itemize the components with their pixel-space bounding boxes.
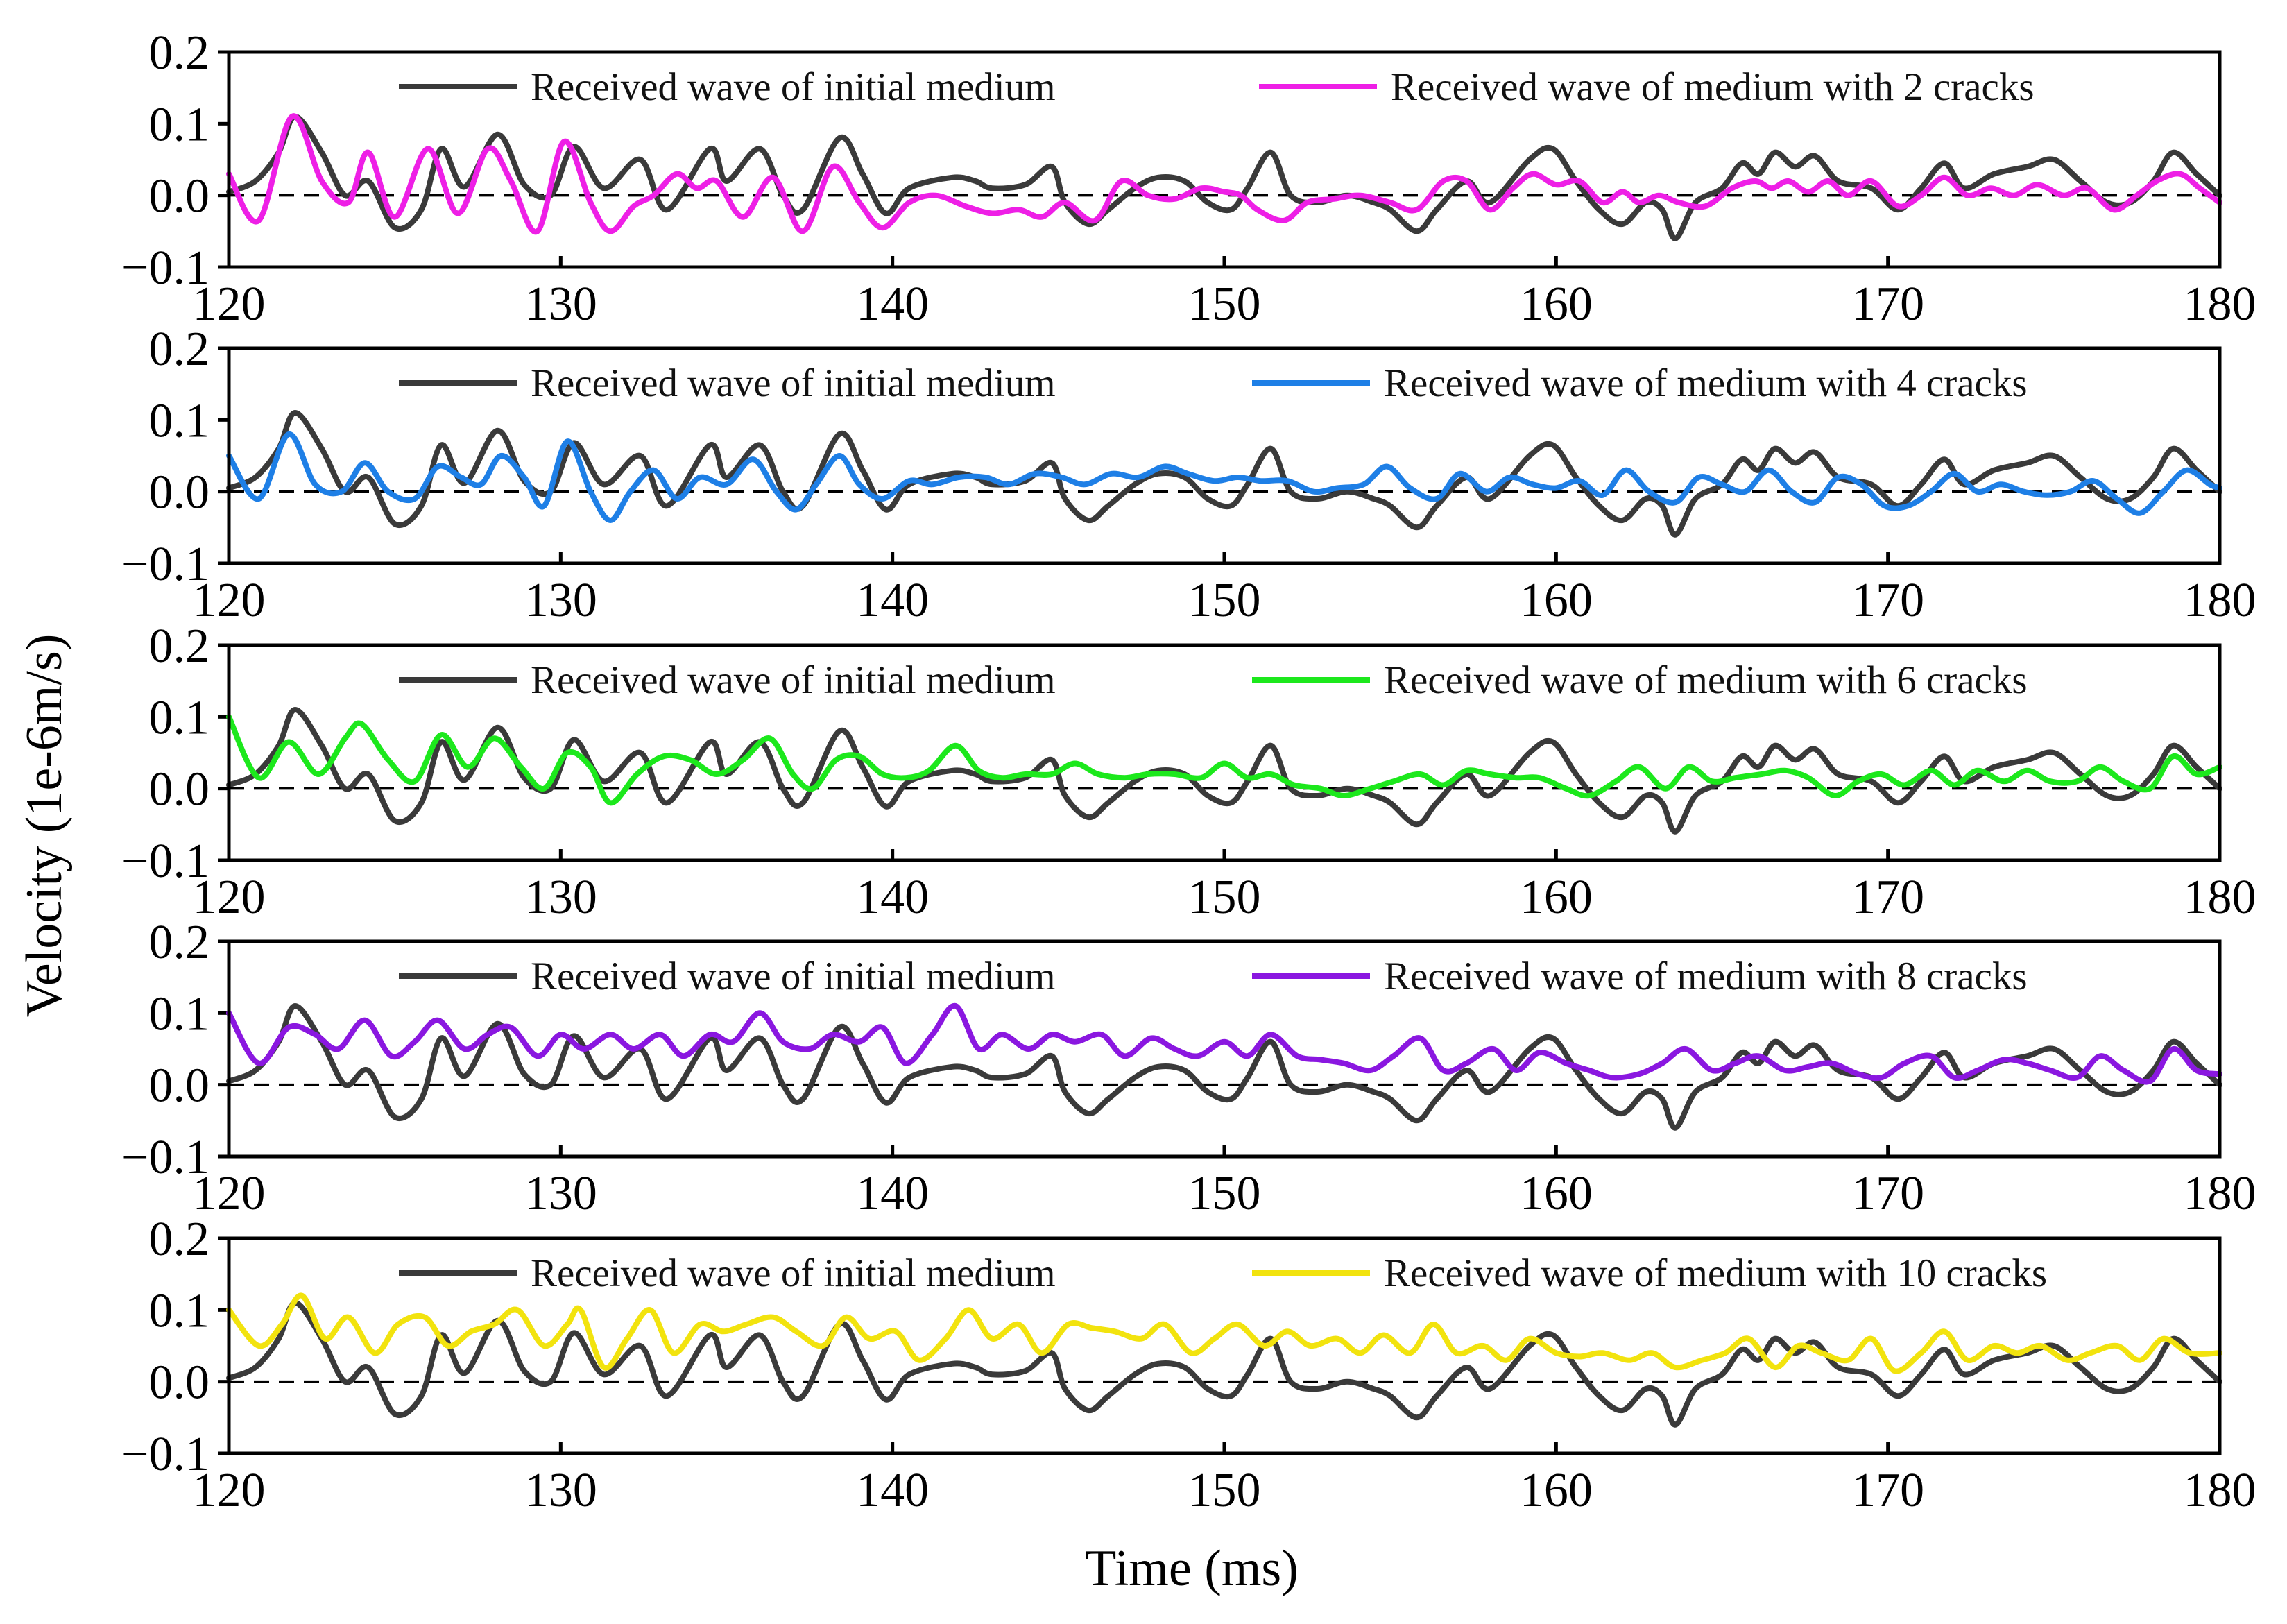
- y-tick-label: 0.0: [149, 1356, 210, 1410]
- x-tick-label: 160: [1520, 1167, 1593, 1220]
- x-tick-label: 120: [193, 1167, 266, 1220]
- x-tick-label: 140: [856, 1167, 929, 1220]
- y-tick-label: 0.2: [149, 323, 210, 376]
- x-tick-label: 130: [524, 871, 597, 924]
- x-tick-label: 140: [856, 871, 929, 924]
- y-tick-label: 0.0: [149, 466, 210, 520]
- series-line-initial-medium: [226, 410, 2222, 538]
- y-tick-label: 0.0: [149, 763, 210, 817]
- y-tick-label: 0.1: [149, 987, 210, 1041]
- x-tick-label: 130: [524, 1464, 597, 1517]
- x-tick-label: 170: [1851, 871, 1924, 924]
- y-tick-label: −0.1: [121, 1131, 209, 1184]
- x-tick-label: 180: [2184, 1167, 2256, 1220]
- x-tick-label: 150: [1188, 1167, 1261, 1220]
- x-tick-label: 150: [1188, 871, 1261, 924]
- series-line-cracked-medium: [226, 113, 2222, 235]
- x-tick-label: 170: [1851, 1464, 1924, 1517]
- x-tick-label: 160: [1520, 871, 1593, 924]
- x-tick-label: 170: [1851, 277, 1924, 331]
- legend-label: Received wave of medium with 8 cracks: [1384, 955, 2028, 998]
- plot-frame: [227, 50, 2222, 269]
- x-tick-label: 160: [1520, 277, 1593, 331]
- x-axis-title: Time (ms): [1085, 1540, 1299, 1597]
- x-tick-label: 140: [856, 574, 929, 627]
- x-tick-label: 140: [856, 277, 929, 331]
- plot-frame: [227, 346, 2222, 565]
- series-line-cracked-medium: [226, 714, 2222, 806]
- y-tick-label: 0.0: [149, 170, 210, 223]
- x-tick-label: 170: [1851, 1167, 1924, 1220]
- x-tick-label: 120: [193, 871, 266, 924]
- x-tick-label: 180: [2184, 871, 2256, 924]
- y-tick-label: 0.0: [149, 1059, 210, 1113]
- plot-frame: [227, 643, 2222, 862]
- x-tick-label: 180: [2184, 1464, 2256, 1517]
- y-tick-label: 0.1: [149, 691, 210, 744]
- x-tick-label: 130: [524, 574, 597, 627]
- series-line-initial-medium: [226, 1003, 2222, 1131]
- series-line-cracked-medium: [226, 1002, 2222, 1085]
- legend-label: Received wave of initial medium: [531, 65, 1056, 109]
- y-tick-label: 0.1: [149, 1284, 210, 1337]
- y-tick-label: 0.1: [149, 394, 210, 447]
- series-line-cracked-medium: [226, 431, 2222, 523]
- x-tick-label: 120: [193, 1464, 266, 1517]
- x-tick-label: 160: [1520, 1464, 1593, 1517]
- plot-frame: [227, 939, 2222, 1159]
- y-axis-title: Velocity (1e-6m/s): [16, 634, 73, 1018]
- y-tick-label: −0.1: [121, 538, 209, 591]
- x-tick-label: 170: [1851, 574, 1924, 627]
- legend-label: Received wave of medium with 4 cracks: [1384, 361, 2028, 405]
- legend-label: Received wave of initial medium: [531, 361, 1056, 405]
- y-tick-label: −0.1: [121, 241, 209, 295]
- x-tick-label: 150: [1188, 1464, 1261, 1517]
- x-tick-label: 160: [1520, 574, 1593, 627]
- x-tick-label: 150: [1188, 277, 1261, 331]
- y-tick-label: 0.1: [149, 98, 210, 151]
- y-tick-label: 0.2: [149, 619, 210, 673]
- legend-label: Received wave of initial medium: [531, 1251, 1056, 1295]
- x-tick-label: 130: [524, 277, 597, 331]
- x-tick-label: 140: [856, 1464, 929, 1517]
- y-tick-label: 0.2: [149, 1213, 210, 1266]
- y-tick-label: 0.2: [149, 26, 210, 80]
- y-tick-label: −0.1: [121, 1428, 209, 1481]
- series-line-cracked-medium: [226, 1292, 2222, 1374]
- x-tick-label: 180: [2184, 574, 2256, 627]
- legend-label: Received wave of initial medium: [531, 658, 1056, 702]
- legend-label: Received wave of initial medium: [531, 955, 1056, 998]
- legend-label: Received wave of medium with 6 cracks: [1384, 658, 2028, 702]
- plot-frame: [227, 1236, 2222, 1455]
- x-tick-label: 120: [193, 574, 266, 627]
- x-tick-label: 130: [524, 1167, 597, 1220]
- series-line-initial-medium: [226, 114, 2222, 241]
- legend-label: Received wave of medium with 10 cracks: [1384, 1251, 2047, 1295]
- series-line-initial-medium: [226, 1300, 2222, 1428]
- x-tick-label: 180: [2184, 277, 2256, 331]
- x-tick-label: 120: [193, 277, 266, 331]
- x-tick-label: 150: [1188, 574, 1261, 627]
- y-tick-label: 0.2: [149, 916, 210, 969]
- legend-label: Received wave of medium with 2 cracks: [1391, 65, 2035, 109]
- y-tick-label: −0.1: [121, 835, 209, 888]
